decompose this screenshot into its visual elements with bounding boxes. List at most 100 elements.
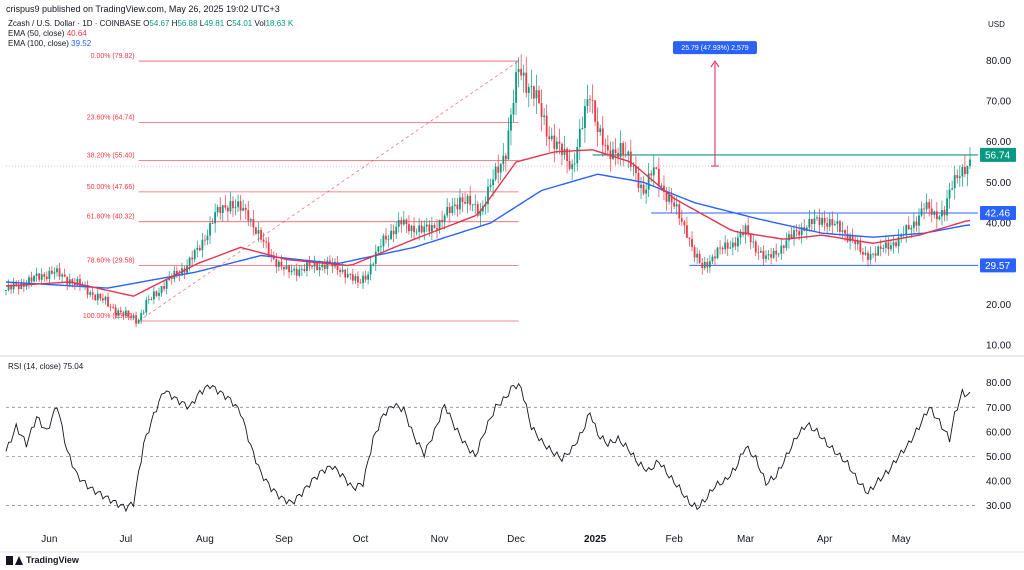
candle-body bbox=[918, 215, 920, 226]
candle-body bbox=[512, 102, 515, 115]
candle-body bbox=[66, 276, 69, 285]
candle-body bbox=[869, 253, 872, 260]
candle-body bbox=[538, 90, 540, 104]
close-value: 54.01 bbox=[232, 19, 253, 28]
level-42-46-tag bbox=[980, 205, 1016, 220]
ema100-row[interactable]: EMA (100, close) 39.52 bbox=[8, 39, 293, 49]
candle-body bbox=[446, 207, 449, 216]
candle-body bbox=[668, 194, 670, 202]
candle-body bbox=[744, 225, 747, 235]
fib-level-label: 0.00% (79.82) bbox=[91, 53, 135, 60]
candle-body bbox=[7, 284, 10, 291]
candle-body bbox=[107, 296, 109, 307]
candle-body bbox=[339, 269, 341, 272]
level-29-57-tag-label: 29.57 bbox=[985, 261, 1010, 272]
candle-body bbox=[678, 204, 681, 219]
ema100-line bbox=[5, 173, 971, 289]
candle-body bbox=[966, 165, 969, 175]
candle-body bbox=[489, 185, 492, 187]
candle-body bbox=[76, 278, 79, 286]
candle-body bbox=[367, 274, 370, 280]
ema50-row[interactable]: EMA (50, close) 40.64 bbox=[8, 29, 293, 39]
candle-body bbox=[453, 204, 456, 207]
candle-body bbox=[701, 262, 704, 268]
candle-body bbox=[660, 185, 663, 187]
candle-body bbox=[219, 206, 222, 213]
candle-body bbox=[527, 87, 530, 93]
candle-body bbox=[606, 145, 609, 151]
candle-body bbox=[507, 130, 510, 160]
candle-body bbox=[430, 225, 433, 232]
price-axis-tick: 10.00 bbox=[986, 341, 1011, 352]
candle-body bbox=[754, 241, 757, 253]
candle-body bbox=[237, 201, 239, 208]
candle-body bbox=[382, 235, 385, 247]
candle-body bbox=[428, 224, 431, 232]
fib-level-label: 78.60% (29.58) bbox=[87, 257, 135, 264]
candle-body bbox=[849, 235, 852, 242]
candle-body bbox=[652, 167, 655, 176]
candle-body bbox=[10, 284, 13, 290]
candle-body bbox=[545, 115, 548, 137]
candle-body bbox=[158, 292, 160, 296]
candle-body bbox=[884, 242, 887, 248]
candle-body bbox=[596, 121, 599, 133]
candle-body bbox=[930, 208, 933, 215]
candle-body bbox=[576, 146, 579, 164]
candle-body bbox=[73, 283, 76, 286]
candle-body bbox=[405, 219, 408, 225]
candle-body bbox=[655, 167, 658, 169]
candle-body bbox=[112, 306, 115, 308]
fib-level-label: 38.20% (55.40) bbox=[87, 152, 135, 159]
candle-body bbox=[877, 246, 880, 256]
candle-body bbox=[711, 256, 714, 262]
candle-body bbox=[35, 273, 38, 276]
candle-body bbox=[260, 230, 262, 240]
candle-body bbox=[762, 250, 765, 259]
time-axis-tick: Jul bbox=[119, 534, 132, 545]
candle-body bbox=[627, 151, 630, 156]
candle-body bbox=[234, 207, 237, 209]
symbol-label[interactable]: Zcash / U.S. Dollar · 1D · COINBASE bbox=[8, 19, 141, 28]
candle-body bbox=[561, 143, 563, 155]
candle-body bbox=[402, 219, 405, 225]
candle-body bbox=[372, 263, 375, 265]
candle-body bbox=[349, 274, 352, 275]
candle-body bbox=[642, 184, 645, 194]
ema50-label: EMA (50, close) bbox=[8, 29, 65, 38]
candle-body bbox=[747, 225, 750, 235]
tradingview-brand: TradingView bbox=[26, 555, 79, 565]
projection-callout-label: 25.79 (47.93%) 2,579 bbox=[681, 45, 748, 52]
level-42-46-tag-label: 42.46 bbox=[985, 208, 1010, 219]
candle-body bbox=[759, 250, 762, 253]
candle-body bbox=[729, 247, 732, 249]
candle-body bbox=[836, 221, 839, 224]
candle-body bbox=[448, 207, 451, 214]
candle-body bbox=[601, 128, 604, 146]
close-label: C bbox=[226, 19, 233, 28]
candle-body bbox=[364, 275, 367, 280]
rsi-axis-tick: 60.00 bbox=[986, 427, 1011, 438]
candle-body bbox=[688, 237, 691, 239]
candle-body bbox=[861, 251, 864, 255]
candle-body bbox=[923, 208, 925, 210]
candle-body bbox=[204, 239, 206, 241]
candle-body bbox=[777, 253, 780, 255]
candle-body bbox=[798, 231, 801, 236]
candle-body bbox=[336, 261, 339, 270]
candle-body bbox=[130, 316, 132, 319]
candle-body bbox=[295, 268, 298, 276]
candle-body bbox=[280, 261, 283, 267]
candle-body bbox=[535, 90, 538, 99]
candle-body bbox=[170, 276, 173, 279]
candle-body bbox=[267, 242, 270, 255]
candle-body bbox=[109, 306, 112, 308]
candle-body bbox=[175, 270, 178, 274]
candle-body bbox=[232, 201, 234, 209]
candle-body bbox=[719, 247, 721, 249]
candle-body bbox=[135, 315, 137, 324]
time-axis-tick: Jun bbox=[41, 534, 57, 545]
candle-body bbox=[693, 247, 696, 258]
candle-body bbox=[578, 128, 581, 147]
